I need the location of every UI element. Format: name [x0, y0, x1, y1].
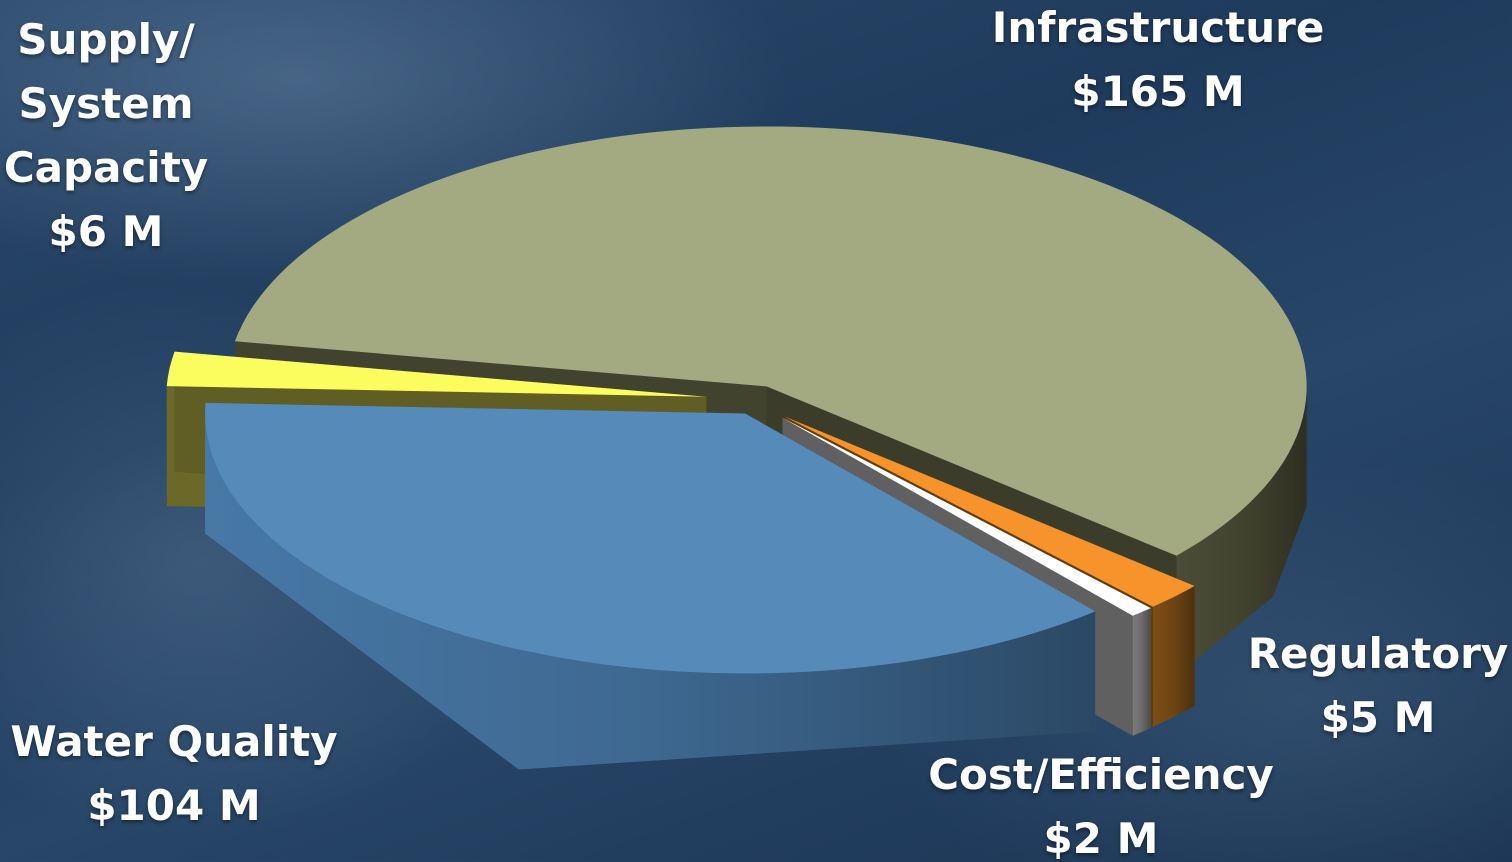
label-cost-efficiency-value: $2 M — [1043, 814, 1159, 862]
label-cost-efficiency-name: Cost/Efficiency — [928, 750, 1274, 799]
slice-top — [784, 416, 1195, 607]
label-water-quality-value: $104 M — [87, 781, 261, 830]
label-supply-value: $6 M — [48, 207, 164, 256]
label-regulatory-name: Regulatory — [1247, 629, 1509, 678]
label-regulatory-value: $5 M — [1320, 693, 1436, 742]
slice-side — [205, 413, 1096, 770]
label-water-quality: Water Quality $104 M — [10, 710, 337, 838]
label-cost-efficiency: Cost/Efficiency $2 M — [928, 743, 1274, 862]
label-infrastructure: Infrastructure $165 M — [992, 0, 1325, 124]
label-infrastructure-name: Infrastructure — [991, 3, 1325, 52]
label-regulatory: Regulatory $5 M — [1248, 622, 1509, 750]
slice-top — [166, 351, 707, 397]
label-supply-system-capacity: Supply/ System Capacity $6 M — [4, 8, 208, 264]
slice-top — [234, 126, 1307, 556]
label-infrastructure-value: $165 M — [1071, 67, 1245, 116]
slice-side — [1132, 608, 1151, 736]
label-supply-line-3: Capacity — [3, 143, 209, 192]
slice-side — [1152, 586, 1195, 727]
slice-water-quality — [205, 402, 1096, 770]
label-supply-line-1: Supply/ — [17, 15, 195, 64]
slice-top — [205, 402, 1096, 674]
slice-side — [1176, 386, 1307, 676]
slice-top — [782, 417, 1151, 616]
label-supply-line-2: System — [18, 79, 194, 128]
label-water-quality-name: Water Quality — [10, 717, 338, 766]
